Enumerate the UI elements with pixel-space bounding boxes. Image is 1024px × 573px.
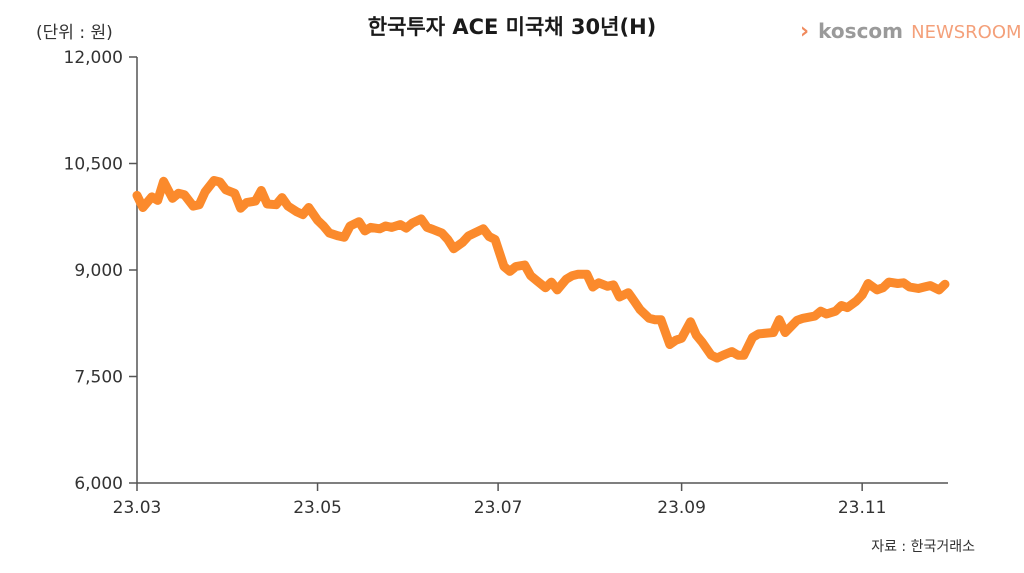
svg-text:› koscom NEWSROOM: › koscom NEWSROOM [800, 19, 1022, 44]
y-tick-label: 12,000 [64, 48, 123, 68]
logo-suffix: NEWSROOM [911, 22, 1021, 43]
series-group [132, 176, 950, 363]
logo-chevron-icon: › [800, 19, 809, 44]
y-tick-label: 7,500 [74, 368, 123, 388]
y-axis-ticks: 6,000 7,500 9,000 10,500 12,000 [64, 48, 137, 494]
axes [136, 57, 948, 484]
x-tick-label: 23.05 [293, 498, 342, 518]
x-tick-label: 23.03 [113, 498, 162, 518]
source-note: 자료 : 한국거래소 [871, 539, 975, 555]
logo-word: koscom [818, 19, 903, 43]
x-axis-ticks: 23.03 23.05 23.07 23.09 23.11 [113, 483, 887, 518]
y-tick-label: 10,500 [64, 155, 123, 175]
chart-title: 한국투자 ACE 미국채 30년(H) [368, 15, 657, 39]
x-tick-label: 23.07 [474, 498, 523, 518]
unit-label: (단위 : 원) [36, 23, 113, 43]
x-tick-label: 23.11 [838, 498, 887, 518]
brand-logo: › koscom NEWSROOM [800, 19, 1022, 44]
y-tick-label: 6,000 [74, 474, 123, 494]
x-tick-label: 23.09 [657, 498, 706, 518]
y-tick-label: 9,000 [74, 261, 123, 281]
series-line [132, 176, 950, 363]
